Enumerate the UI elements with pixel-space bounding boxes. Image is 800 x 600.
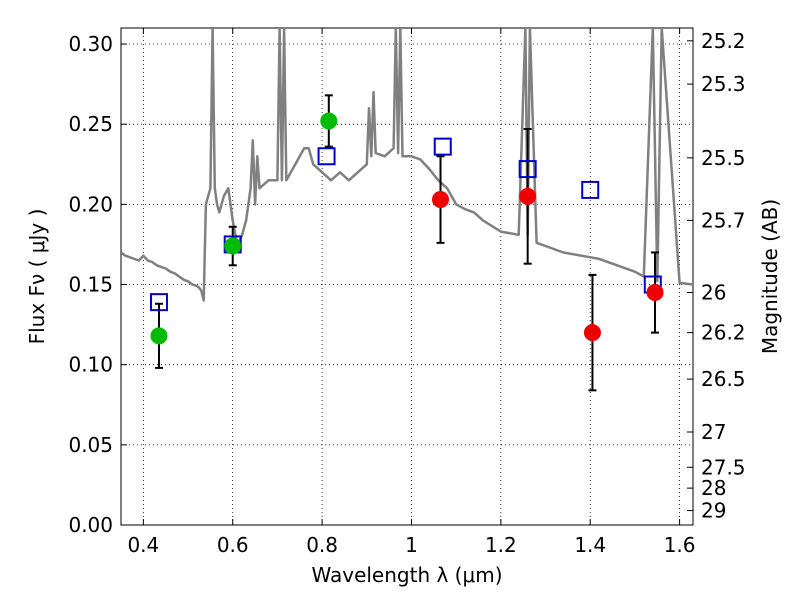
spectrum-line: [121, 28, 693, 302]
mag-tick-label: 29: [701, 499, 726, 523]
mag-tick-label: 25.2: [701, 29, 746, 53]
x-axis-label: Wavelength λ (μm): [311, 563, 502, 587]
mag-tick-label: 26.5: [701, 367, 746, 391]
plot-area: [120, 27, 694, 526]
model-square-marker: [581, 180, 600, 199]
tick-labels: 0.4 0.6 0.8 1 1.2 1.4 1.6 0.00 0.05 0.10 0.15 0.20 0…: [68, 29, 745, 557]
mag-tick-label: 25.5: [701, 146, 746, 170]
data-point: [150, 327, 168, 345]
x-tick-label: 1.6: [664, 533, 696, 557]
data-point: [320, 112, 338, 130]
data-point: [224, 237, 242, 255]
x-tick-label: 0.6: [217, 533, 249, 557]
y2-axis-label: Magnitude (AB): [758, 199, 782, 354]
y-tick-label: 0.30: [68, 32, 113, 56]
mag-tick-label: 27: [701, 420, 726, 444]
model-square-marker: [518, 160, 537, 179]
y-tick-label: 0.15: [68, 273, 113, 297]
x-tick-label: 1.2: [485, 533, 517, 557]
x-tick-label: 1: [405, 533, 418, 557]
model-square-marker: [317, 147, 336, 166]
data-point: [432, 191, 450, 209]
data-point: [519, 187, 537, 205]
y-tick-label: 0.20: [68, 192, 113, 216]
model-square-marker: [433, 137, 452, 156]
y-tick-label: 0.00: [68, 513, 113, 537]
y-tick-label: 0.10: [68, 353, 113, 377]
series-layer: [121, 28, 693, 392]
mag-tick-label: 26: [701, 281, 726, 305]
x-tick-label: 1.4: [574, 533, 606, 557]
y-tick-label: 0.25: [68, 112, 113, 136]
x-tick-label: 0.4: [127, 533, 159, 557]
y-axis-label: Flux Fν ( μJy ): [25, 209, 49, 345]
data-point: [583, 324, 601, 342]
mag-tick-label: 28: [701, 476, 726, 500]
grid-lines: [121, 28, 693, 526]
model-square-marker: [149, 293, 168, 312]
data-point: [646, 284, 664, 302]
mag-tick-label: 25.7: [701, 208, 746, 232]
x-tick-label: 0.8: [306, 533, 338, 557]
mag-tick-label: 27.5: [701, 455, 746, 479]
mag-tick-label: 25.3: [701, 72, 746, 96]
axis-ticks: [121, 28, 693, 526]
y-tick-label: 0.05: [68, 433, 113, 457]
mag-tick-label: 26.2: [701, 321, 746, 345]
